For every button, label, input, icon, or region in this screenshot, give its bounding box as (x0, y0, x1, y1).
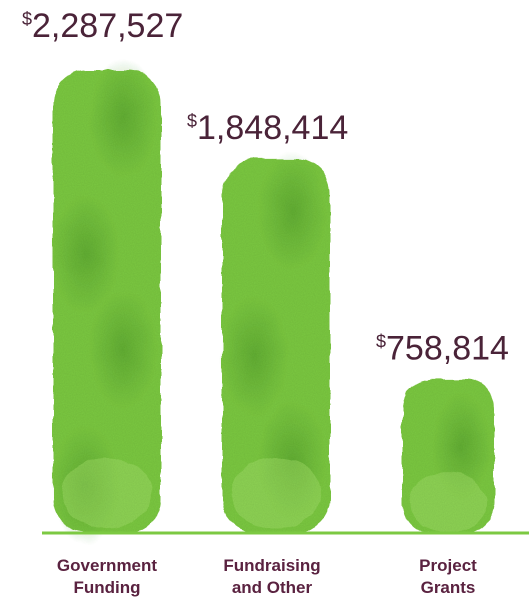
bars-layer (50, 57, 494, 546)
bar-texture-2 (219, 295, 289, 416)
bar-wash-2 (230, 458, 322, 528)
category-label-line: Fundraising (223, 556, 320, 575)
bar-texture-1 (50, 193, 120, 314)
category-label-line: Funding (73, 578, 140, 597)
value-label-2: $1,848,414 (187, 109, 348, 147)
bar-2 (219, 151, 330, 534)
currency-symbol: $ (22, 9, 32, 29)
bar-wash-1 (61, 458, 153, 528)
currency-symbol: $ (187, 111, 197, 131)
bar-texture-1 (88, 289, 158, 410)
bar-3 (402, 379, 494, 533)
category-label-3: Project Grants (419, 556, 477, 597)
category-label-2: Fundraising and Other (223, 556, 320, 597)
value-amount: 2,287,527 (32, 7, 183, 45)
labels-layer: $2,287,527 Government Funding $1,848,414 Fun… (22, 7, 509, 597)
bar-texture-2 (257, 151, 327, 272)
value-label-3: $758,814 (376, 329, 509, 367)
category-label-line: Grants (421, 578, 476, 597)
value-amount: 758,814 (386, 329, 509, 367)
category-label-line: Project (419, 556, 477, 575)
bar-texture-1 (88, 57, 158, 178)
currency-symbol: $ (376, 331, 386, 351)
value-label-1: $2,287,527 (22, 7, 183, 45)
category-label-line: and Other (232, 578, 313, 597)
category-label-line: Government (57, 556, 157, 575)
category-label-1: Government Funding (57, 556, 157, 597)
bar-wash-3 (409, 471, 487, 533)
value-amount: 1,848,414 (197, 109, 348, 147)
bar-1 (50, 57, 161, 546)
